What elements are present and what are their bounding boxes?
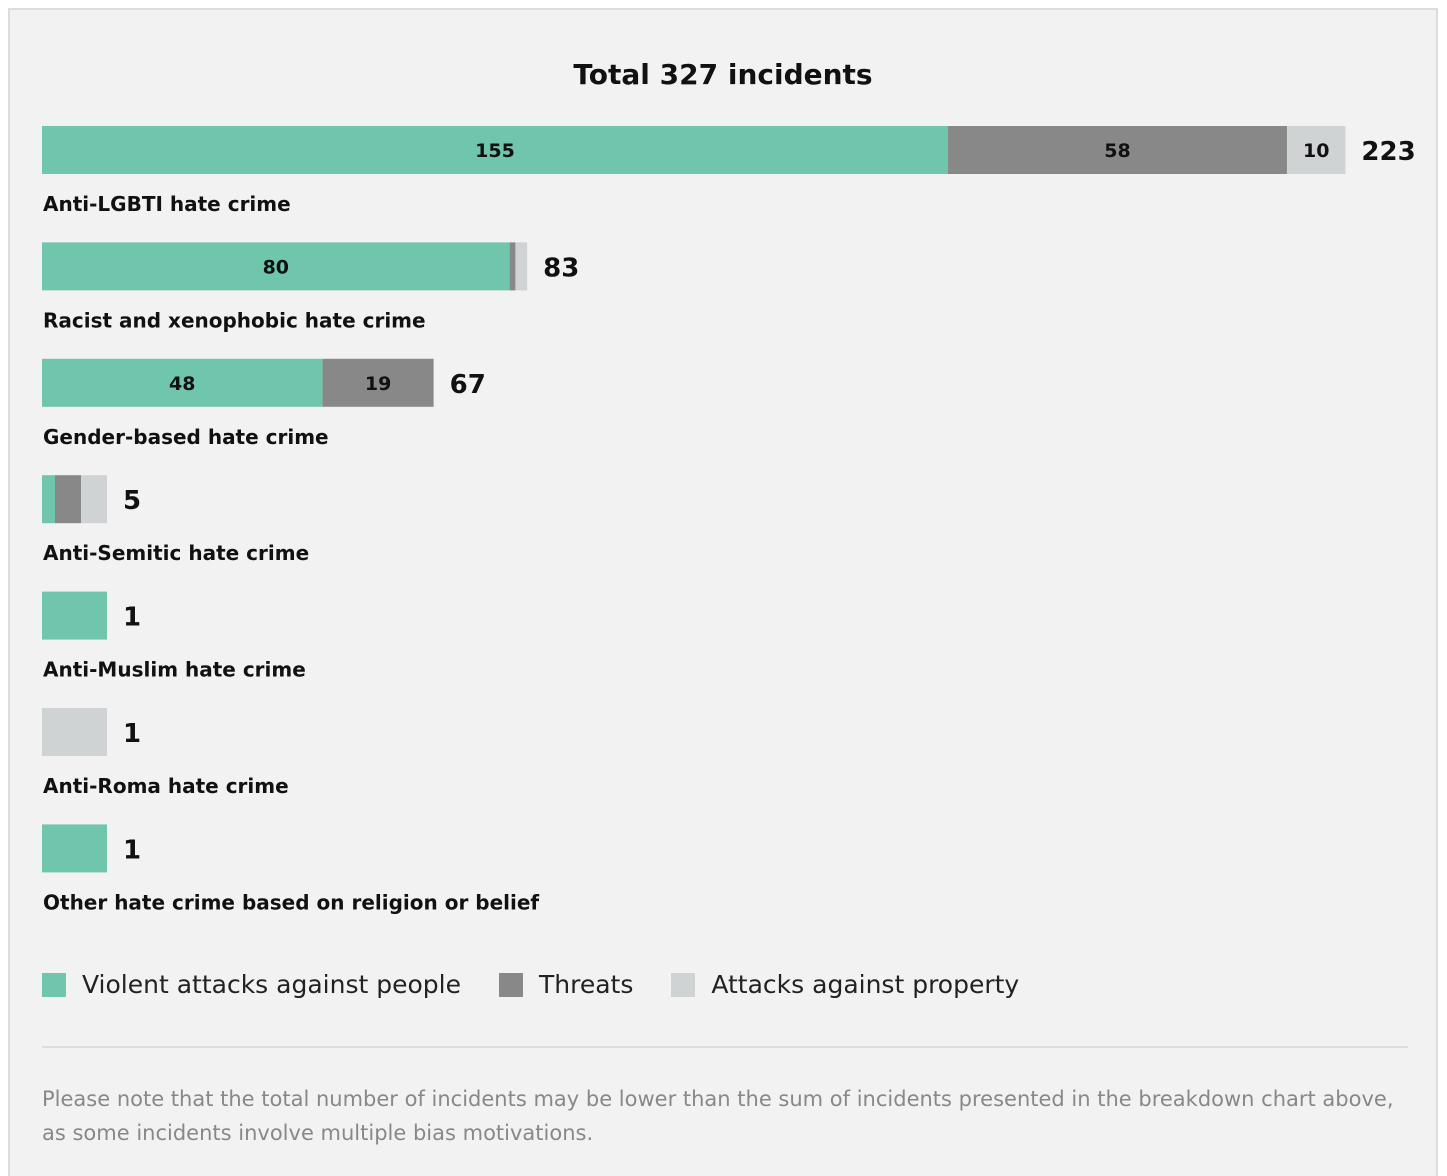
divider (42, 1046, 1408, 1048)
legend-item-attacks-against-property: Attacks against property (671, 970, 1019, 999)
total-label-anti-muslim-hate-crime: 1 (123, 603, 141, 633)
chart-legend: Violent attacks against people Threats A… (42, 970, 1057, 999)
category-label-anti-muslim-hate-crime: Anti-Muslim hate crime (43, 658, 306, 682)
category-label-gender-based-hate-crime: Gender-based hate crime (43, 425, 329, 449)
footnote: Please note that the total number of inc… (42, 1082, 1408, 1150)
total-label-other-hate-crime-based-on-religion-or-belief: 1 (123, 835, 141, 865)
legend-swatch-threats (499, 973, 523, 997)
total-label-anti-lgbti-hate-crime: 223 (1361, 137, 1415, 167)
total-label-anti-semitic-hate-crime: 5 (123, 486, 141, 516)
bar-segment-racist-and-xenophobic-hate-crime-threats (510, 242, 516, 290)
bar-segment-anti-semitic-hate-crime-threats (55, 475, 81, 523)
category-label-racist-and-xenophobic-hate-crime: Racist and xenophobic hate crime (43, 308, 426, 332)
bar-segment-anti-semitic-hate-crime-violent-attacks (42, 475, 55, 523)
category-label-other-hate-crime-based-on-religion-or-belief: Other hate crime based on religion or be… (43, 890, 539, 914)
bar-segment-anti-roma-hate-crime-attacks-against-property (42, 708, 107, 756)
data-label-anti-lgbti-hate-crime-threats: 58 (1104, 140, 1130, 162)
data-label-anti-lgbti-hate-crime-attacks-against-property: 10 (1303, 140, 1329, 162)
stacked-bar-chart: 155 58 10 223 Anti-LGBTI hate crime 80 83 Racis… (10, 10, 1436, 950)
bar-segment-other-hate-crime-based-on-religion-or-belief-violent-attacks (42, 824, 107, 872)
bar-segment-anti-semitic-hate-crime-attacks-against-property (81, 475, 107, 523)
category-label-anti-roma-hate-crime: Anti-Roma hate crime (43, 774, 289, 798)
legend-swatch-attacks-against-property (671, 973, 695, 997)
legend-swatch-violent-attacks (42, 973, 66, 997)
data-label-gender-based-hate-crime-threats: 19 (365, 373, 391, 395)
data-label-gender-based-hate-crime-violent-attacks: 48 (169, 373, 195, 395)
legend-label-threats: Threats (539, 970, 633, 999)
category-label-anti-semitic-hate-crime: Anti-Semitic hate crime (43, 541, 309, 565)
category-label-anti-lgbti-hate-crime: Anti-LGBTI hate crime (43, 192, 291, 216)
chart-card: Total 327 incidents 155 58 10 223 Anti-LGBTI… (8, 8, 1438, 1176)
total-label-gender-based-hate-crime: 67 (450, 370, 486, 400)
legend-item-threats: Threats (499, 970, 633, 999)
total-label-anti-roma-hate-crime: 1 (123, 719, 141, 749)
total-label-racist-and-xenophobic-hate-crime: 83 (543, 253, 579, 283)
legend-item-violent-attacks: Violent attacks against people (42, 970, 461, 999)
data-label-racist-and-xenophobic-hate-crime-violent-attacks: 80 (263, 256, 289, 278)
legend-label-violent-attacks: Violent attacks against people (82, 970, 461, 999)
data-label-anti-lgbti-hate-crime-violent-attacks: 155 (475, 140, 515, 162)
bar-segment-racist-and-xenophobic-hate-crime-attacks-against-property (515, 242, 527, 290)
bar-segment-anti-muslim-hate-crime-violent-attacks (42, 592, 107, 640)
legend-label-attacks-against-property: Attacks against property (711, 970, 1019, 999)
